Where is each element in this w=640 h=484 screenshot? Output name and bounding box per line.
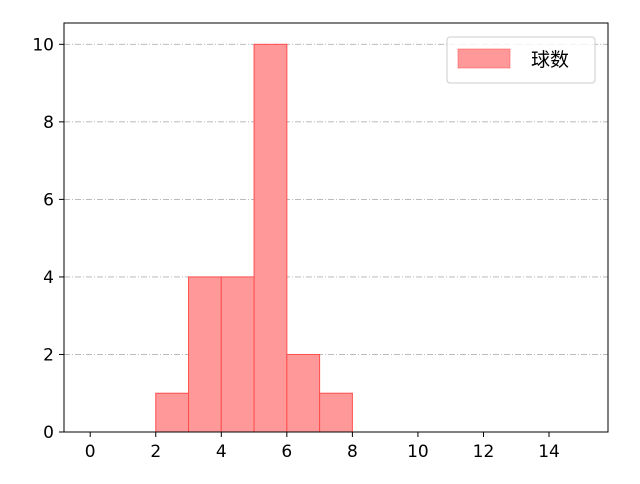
y-axis: 0 2 4 6 8 10 <box>32 35 64 443</box>
grid-lines <box>64 43 608 355</box>
x-tick-label: 6 <box>281 442 292 462</box>
y-tick-label: 6 <box>43 190 54 210</box>
histogram-bar <box>188 276 222 433</box>
bars <box>155 43 353 433</box>
x-tick-label: 8 <box>347 442 358 462</box>
legend-swatch <box>457 48 511 69</box>
y-tick-label: 4 <box>43 268 54 288</box>
x-tick-label: 12 <box>473 442 495 462</box>
x-tick-label: 4 <box>216 442 227 462</box>
y-tick-label: 2 <box>43 345 54 365</box>
y-tick-label: 10 <box>32 35 54 55</box>
histogram-bar <box>155 392 190 433</box>
x-tick-label: 0 <box>85 442 96 462</box>
histogram-bar <box>253 43 288 433</box>
histogram-bar <box>220 276 255 433</box>
y-tick-label: 8 <box>43 113 54 133</box>
legend-label: 球数 <box>531 49 569 71</box>
x-tick-label: 2 <box>150 442 161 462</box>
legend: 球数 <box>446 36 596 84</box>
y-tick-label: 0 <box>43 423 54 443</box>
histogram-bar <box>319 392 353 433</box>
x-tick-label: 10 <box>407 442 429 462</box>
histogram-bar <box>286 353 321 433</box>
plot-frame <box>63 22 609 433</box>
x-axis: 0 2 4 6 8 10 12 14 <box>85 432 560 462</box>
x-tick-label: 14 <box>538 442 560 462</box>
